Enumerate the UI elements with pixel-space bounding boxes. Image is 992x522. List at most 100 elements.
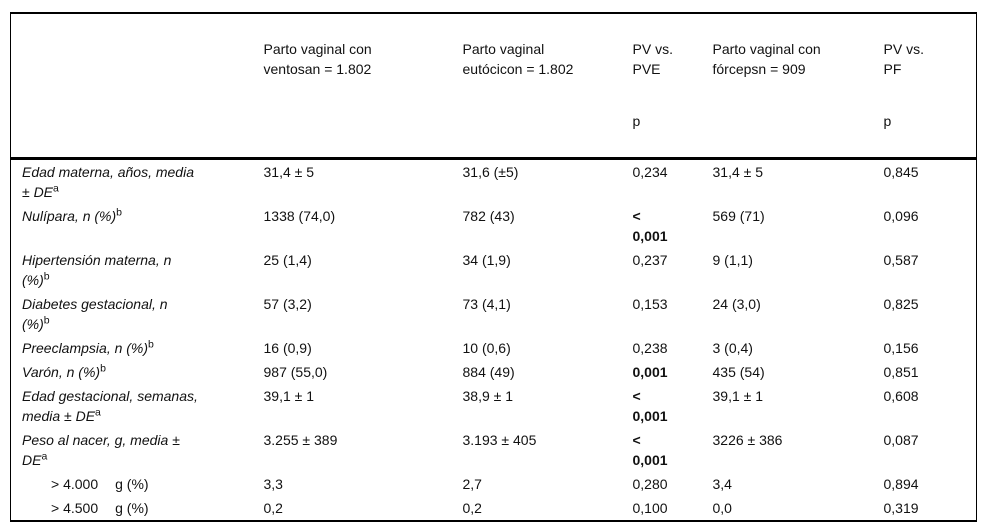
- p-value-pf: 0,156: [883, 340, 919, 356]
- value-cell-eutocico: 884 (49): [462, 364, 515, 380]
- row-label: Hipertensión materna, n (%)b: [11, 248, 253, 292]
- p-value-pve: 0,234: [632, 164, 668, 180]
- p-value-pf: 0,608: [883, 388, 919, 404]
- value-cell-eutocico: 782 (43): [462, 208, 515, 224]
- p-value-pve: 0,238: [632, 340, 668, 356]
- p-value-pve: 0,001: [632, 364, 668, 380]
- table-row-mayor-4000g: > 4.000 g (%) 3,3 2,7 0,280 3,4 0,894: [11, 472, 977, 496]
- header-p-value-pve-label: p: [632, 113, 641, 129]
- row-label: Nulípara, n (%)b: [11, 204, 253, 248]
- row-label-text: Edad materna, años, media ± DE: [22, 164, 194, 200]
- p-value-pf: 0,087: [883, 432, 919, 448]
- header-pv-vs-pf: PV vs. PF p: [872, 13, 977, 160]
- footnote-marker: b: [43, 270, 50, 283]
- value-cell-forceps: 0,0: [712, 500, 732, 516]
- row-label-text: Hipertensión materna, n (%): [22, 252, 172, 288]
- row-label-unit: g (%): [115, 476, 149, 492]
- p-value-pve: 0,237: [632, 252, 668, 268]
- table-row-diabetes: Diabetes gestacional, n (%)b 57 (3,2) 73…: [11, 292, 977, 336]
- header-parto-vaginal-ventosa: Parto vaginal con ventosan = 1.802: [252, 13, 452, 160]
- row-label: Edad materna, años, media ± DEa: [11, 159, 253, 205]
- row-label: > 4.500 g (%): [11, 496, 253, 521]
- table-row-edad-materna: Edad materna, años, media ± DEa 31,4 ± 5…: [11, 159, 977, 205]
- value-cell-forceps: 24 (3,0): [712, 296, 761, 312]
- table-row-mayor-4500g: > 4.500 g (%) 0,2 0,2 0,100 0,0 0,319: [11, 496, 977, 521]
- footnote-marker: a: [95, 406, 101, 419]
- p-value-pf: 0,894: [883, 476, 919, 492]
- value-cell-ventosa: 3.255 ± 389: [263, 432, 338, 448]
- value-cell-eutocico: 3.193 ± 405: [462, 432, 537, 448]
- header-pv-vs-pf-label: PV vs. PF: [883, 41, 924, 77]
- header-pv-vs-pve: PV vs. PVE p: [621, 13, 702, 160]
- p-value-pve: < 0,001: [632, 432, 668, 468]
- row-label: Diabetes gestacional, n (%)b: [11, 292, 253, 336]
- value-cell-eutocico: 34 (1,9): [462, 252, 511, 268]
- table-row-nulipara: Nulípara, n (%)b 1338 (74,0) 782 (43) < …: [11, 204, 977, 248]
- footnote-marker: b: [43, 314, 50, 327]
- p-value-pf: 0,319: [883, 500, 919, 516]
- header-row: Parto vaginal con ventosan = 1.802 Parto…: [10, 13, 977, 160]
- value-cell-ventosa: 1338 (74,0): [263, 208, 336, 224]
- value-cell-eutocico: 0,2: [462, 500, 482, 516]
- value-cell-forceps: 3,4: [712, 476, 732, 492]
- footnote-marker: a: [41, 450, 48, 463]
- table-row-edad-gestacional: Edad gestacional, semanas, media ± DEa 3…: [11, 384, 977, 428]
- row-label: Edad gestacional, semanas, media ± DEa: [11, 384, 253, 428]
- p-value-pve: 0,153: [632, 296, 668, 312]
- table-header: Parto vaginal con ventosan = 1.802 Parto…: [10, 13, 977, 160]
- value-cell-forceps: 3 (0,4): [712, 340, 753, 356]
- table-row-hipertension: Hipertensión materna, n (%)b 25 (1,4) 34…: [11, 248, 977, 292]
- value-cell-eutocico: 10 (0,6): [462, 340, 511, 356]
- row-label: Preeclampsia, n (%)b: [11, 336, 253, 360]
- row-label: Peso al nacer, g, media ± DEa: [11, 428, 253, 472]
- value-cell-ventosa: 25 (1,4): [263, 252, 312, 268]
- row-label-text: Peso al nacer, g, media ± DE: [22, 432, 180, 468]
- value-cell-ventosa: 16 (0,9): [263, 340, 312, 356]
- p-value-pf: 0,825: [883, 296, 919, 312]
- row-label-text: > 4.000: [51, 476, 99, 492]
- value-cell-ventosa: 39,1 ± 1: [263, 388, 315, 404]
- value-cell-ventosa: 987 (55,0): [263, 364, 328, 380]
- row-label-unit: g (%): [115, 500, 149, 516]
- p-value-pve: < 0,001: [632, 388, 668, 424]
- value-cell-forceps: 435 (54): [712, 364, 765, 380]
- value-cell-ventosa: 0,2: [263, 500, 283, 516]
- header-eutocico-label: Parto vaginal eutócicon = 1.802: [462, 41, 574, 77]
- value-cell-ventosa: 57 (3,2): [263, 296, 312, 312]
- value-cell-eutocico: 38,9 ± 1: [462, 388, 514, 404]
- value-cell-eutocico: 73 (4,1): [462, 296, 511, 312]
- value-cell-eutocico: 2,7: [462, 476, 482, 492]
- value-cell-forceps: 9 (1,1): [712, 252, 753, 268]
- comparison-table-container: Parto vaginal con ventosan = 1.802 Parto…: [10, 12, 977, 522]
- row-label: Varón, n (%)b: [11, 360, 253, 384]
- row-label-text: Preeclampsia, n (%): [22, 340, 149, 356]
- row-label: > 4.000 g (%): [11, 472, 253, 496]
- value-cell-eutocico: 31,6 (±5): [462, 164, 519, 180]
- p-value-pve: < 0,001: [632, 208, 668, 244]
- header-parto-vaginal-eutocico: Parto vaginal eutócicon = 1.802: [451, 13, 622, 160]
- table-row-varon: Varón, n (%)b 987 (55,0) 884 (49) 0,001 …: [11, 360, 977, 384]
- value-cell-forceps: 569 (71): [712, 208, 765, 224]
- p-value-pve: 0,100: [632, 500, 668, 516]
- value-cell-forceps: 3226 ± 386: [712, 432, 783, 448]
- footnote-marker: a: [53, 182, 59, 195]
- header-forceps-label: Parto vaginal con fórcepsn = 909: [712, 41, 821, 77]
- table-body: Edad materna, años, media ± DEa 31,4 ± 5…: [11, 159, 977, 522]
- row-label-text: Edad gestacional, semanas, media ± DE: [22, 388, 198, 424]
- row-label-text: Varón, n (%): [22, 364, 101, 380]
- footnote-marker: b: [116, 206, 122, 219]
- value-cell-ventosa: 31,4 ± 5: [263, 164, 315, 180]
- p-value-pf: 0,096: [883, 208, 919, 224]
- header-p-value-pf-label: p: [883, 113, 892, 129]
- row-label-text: Diabetes gestacional, n (%): [22, 296, 168, 332]
- p-value-pve: 0,280: [632, 476, 668, 492]
- value-cell-forceps: 31,4 ± 5: [712, 164, 764, 180]
- footnote-marker: b: [100, 362, 106, 375]
- p-value-pf: 0,845: [883, 164, 919, 180]
- delivery-comparison-table: Parto vaginal con ventosan = 1.802 Parto…: [10, 12, 977, 522]
- table-row-peso-al-nacer: Peso al nacer, g, media ± DEa 3.255 ± 38…: [11, 428, 977, 472]
- footnote-marker: b: [148, 338, 154, 351]
- p-value-pf: 0,587: [883, 252, 919, 268]
- value-cell-forceps: 39,1 ± 1: [712, 388, 764, 404]
- value-cell-ventosa: 3,3: [263, 476, 283, 492]
